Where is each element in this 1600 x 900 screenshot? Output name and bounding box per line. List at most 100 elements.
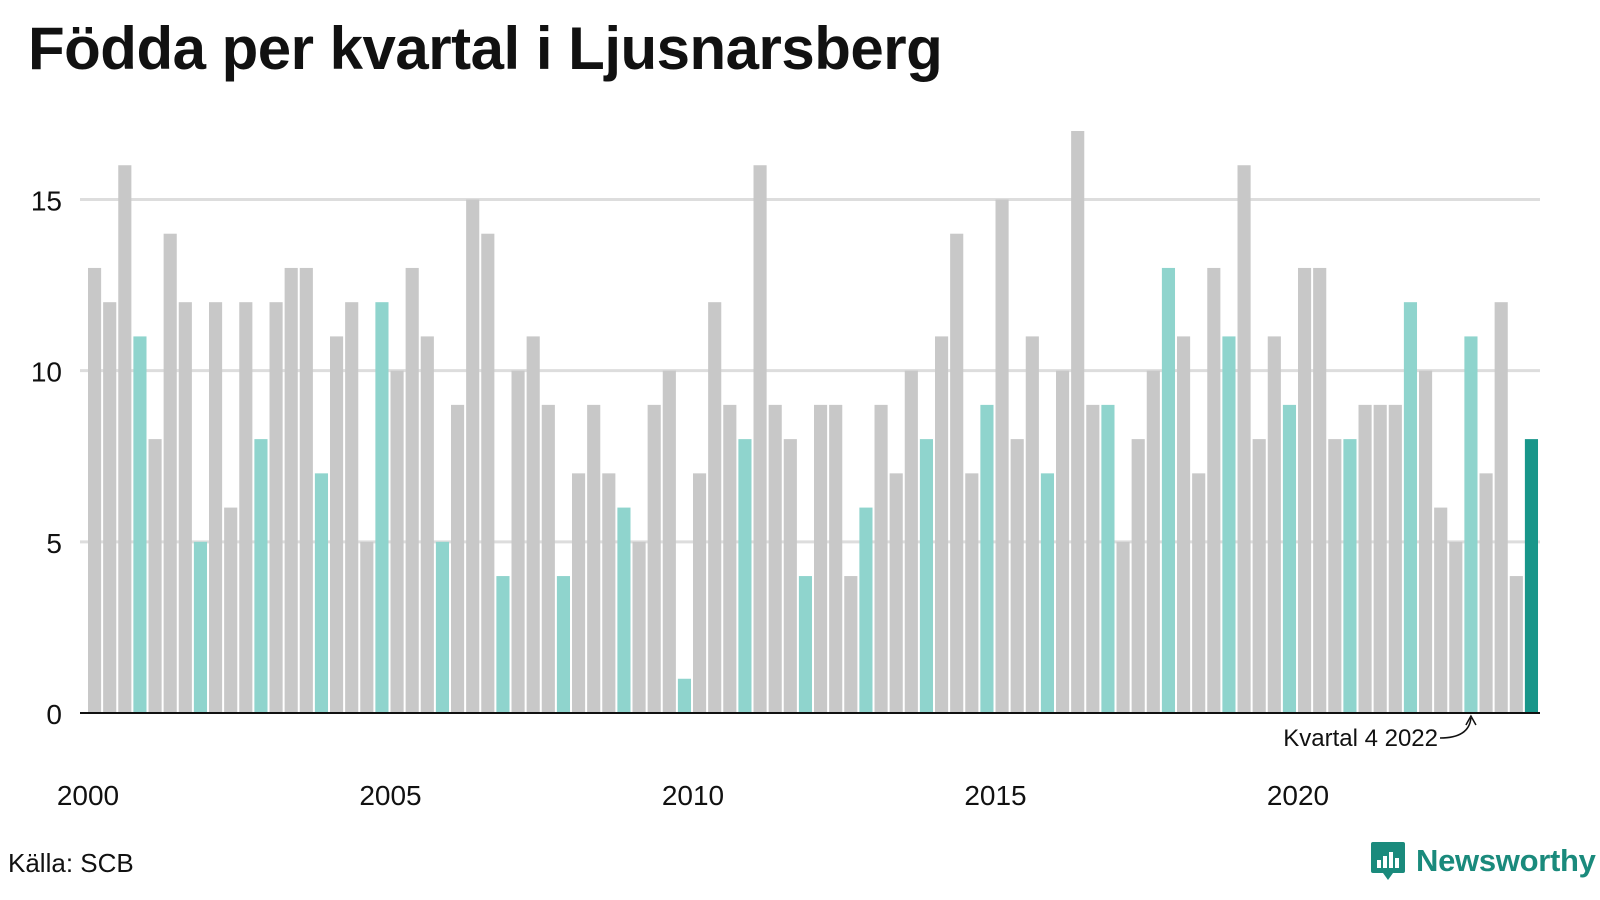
bar — [1086, 404, 1100, 713]
bar — [451, 404, 465, 713]
bar — [1177, 336, 1191, 713]
annotation: Kvartal 4 2022 — [1283, 714, 1477, 752]
bar — [511, 370, 525, 713]
bar — [753, 165, 767, 714]
bar — [103, 302, 117, 713]
bar — [965, 473, 979, 713]
page-title: Födda per kvartal i Ljusnarsberg — [28, 15, 943, 82]
bar — [1025, 336, 1039, 713]
bar — [148, 439, 162, 713]
bar — [178, 302, 192, 713]
y-tick-label: 0 — [46, 699, 62, 730]
bar — [677, 678, 692, 713]
bar — [708, 302, 722, 713]
bar — [239, 302, 253, 713]
bar — [224, 507, 238, 713]
bar — [572, 473, 586, 713]
bar — [1509, 576, 1523, 713]
bar — [1146, 370, 1160, 713]
bar — [874, 404, 888, 713]
bar — [647, 404, 661, 713]
bar — [1116, 541, 1130, 713]
y-tick-label: 15 — [31, 185, 62, 216]
bar — [88, 267, 102, 713]
bar — [995, 199, 1009, 714]
bar — [829, 404, 843, 713]
bar — [1524, 439, 1539, 713]
bar — [844, 576, 858, 713]
bar — [950, 233, 964, 713]
bar — [269, 302, 283, 713]
bar — [209, 302, 223, 713]
bar — [193, 541, 208, 713]
bar — [254, 439, 268, 713]
bar — [768, 404, 782, 713]
bar — [1222, 336, 1236, 713]
bar — [617, 507, 631, 713]
bar — [1161, 267, 1176, 713]
bar — [814, 404, 828, 713]
bar — [859, 507, 873, 713]
bar — [980, 404, 994, 713]
bar — [1207, 267, 1221, 713]
bar — [1479, 473, 1493, 713]
bar — [1267, 336, 1281, 713]
axis-labels: 0 5 10 15 2000 2005 2010 2015 2020 — [31, 185, 1329, 811]
bar — [526, 336, 540, 713]
bar — [541, 404, 555, 713]
bar — [360, 541, 374, 713]
bar — [1131, 439, 1145, 713]
bar — [496, 576, 510, 713]
annotation-arrowhead — [1465, 714, 1477, 726]
bar — [904, 370, 918, 713]
annotation-label: Kvartal 4 2022 — [1283, 725, 1438, 752]
bar — [1056, 370, 1070, 713]
bar — [632, 541, 646, 713]
bar — [889, 473, 903, 713]
bar — [1313, 267, 1327, 713]
bar — [1298, 267, 1312, 713]
bar — [163, 233, 177, 713]
bar — [1040, 473, 1055, 713]
bar — [738, 439, 752, 713]
bar — [919, 439, 934, 713]
bar — [1192, 473, 1206, 713]
y-tick-label: 5 — [46, 528, 62, 559]
bar — [330, 336, 344, 713]
bar — [1252, 439, 1266, 713]
bar — [133, 336, 147, 713]
bar — [693, 473, 707, 713]
bar — [466, 199, 480, 714]
bar — [662, 370, 676, 713]
bar — [481, 233, 495, 713]
bar — [375, 302, 389, 713]
bar — [435, 541, 450, 713]
y-tick-label: 10 — [31, 357, 62, 388]
brand-name: Newsworthy — [1416, 843, 1596, 878]
bar — [1101, 404, 1115, 713]
bar — [556, 576, 571, 713]
source-note: Källa: SCB — [8, 848, 134, 878]
bar — [299, 267, 313, 713]
bar — [420, 336, 434, 713]
bar — [1373, 404, 1387, 713]
x-tick-label: 2010 — [662, 780, 724, 811]
annotation-arrow — [1439, 717, 1472, 739]
bar — [1403, 302, 1418, 713]
brand-logo: Newsworthy — [1370, 840, 1596, 882]
bar — [1449, 541, 1463, 713]
bar — [314, 473, 329, 713]
bar — [345, 302, 359, 713]
bar — [1237, 165, 1251, 714]
bars — [88, 131, 1539, 714]
bar — [1328, 439, 1342, 713]
bar — [1071, 131, 1085, 713]
bar — [1358, 404, 1372, 713]
bar — [118, 165, 132, 714]
bar — [405, 267, 419, 713]
x-tick-label: 2005 — [359, 780, 421, 811]
bar — [587, 404, 601, 713]
bar — [390, 370, 404, 713]
bar — [1010, 439, 1024, 713]
bar — [602, 473, 616, 713]
